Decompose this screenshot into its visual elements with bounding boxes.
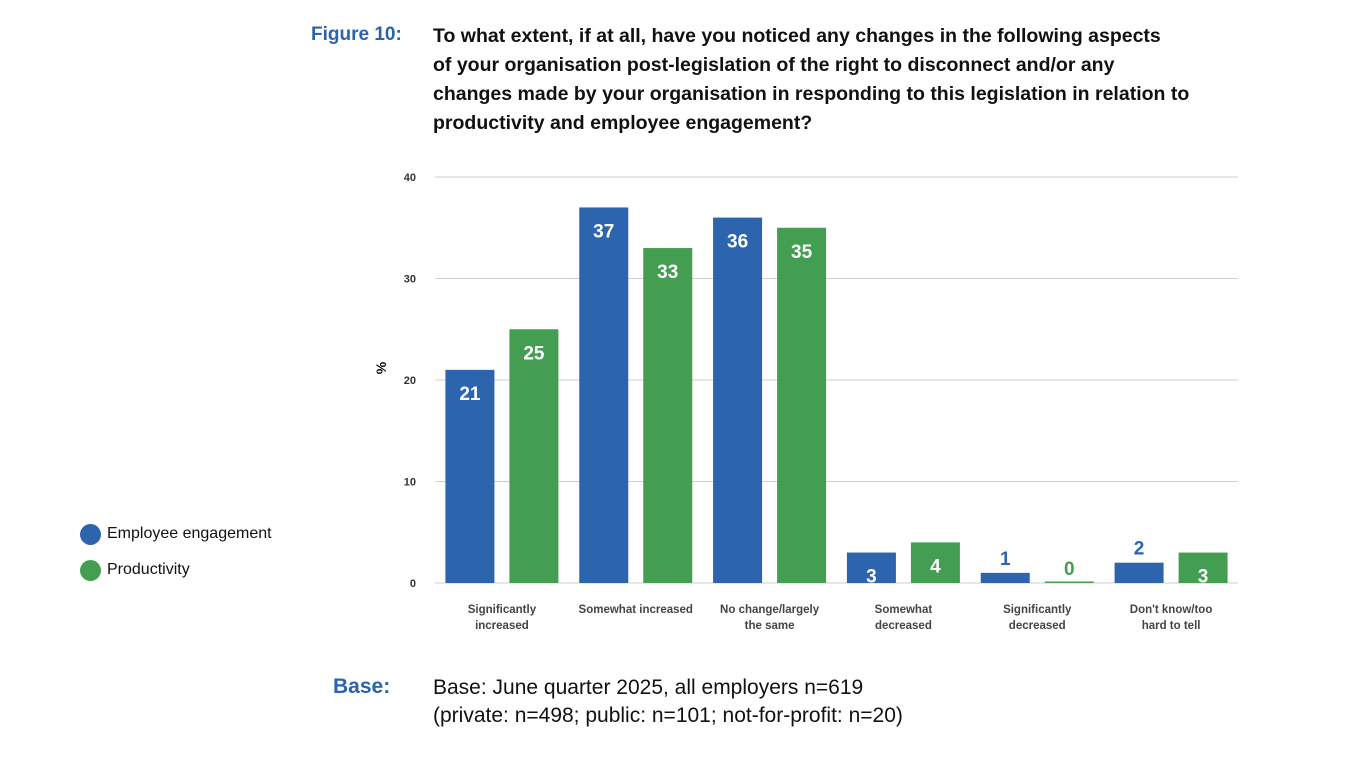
base-line: Base: June quarter 2025, all employers n… [433, 676, 864, 699]
y-tick-label: 30 [404, 274, 416, 286]
x-tick-label: decreased [1009, 620, 1066, 632]
data-label: 4 [930, 556, 941, 577]
y-tick-label: 0 [410, 578, 416, 590]
data-label: 37 [593, 221, 614, 242]
data-label: 3 [1198, 567, 1209, 588]
data-label: 33 [657, 262, 678, 283]
legend-swatch [80, 523, 101, 545]
y-tick-label: 20 [404, 375, 416, 387]
x-tick-label: Don't know/too [1130, 604, 1213, 616]
chart-legend: Employee engagement Productivity [80, 523, 272, 595]
x-tick-label: Somewhat [875, 604, 933, 616]
bar-chart: 010203040%2125Significantlyincreased3733… [373, 172, 1238, 632]
bar [1044, 581, 1094, 583]
data-label: 3 [866, 567, 877, 588]
figure-title: To what extent, if at all, have you noti… [433, 22, 1243, 138]
data-label: 36 [727, 232, 748, 253]
figure-title-line: changes made by your organisation in res… [433, 83, 1190, 105]
x-tick-label: Significantly [468, 604, 537, 616]
legend-swatch [80, 559, 101, 581]
data-label: 2 [1134, 539, 1145, 560]
x-tick-label: Somewhat increased [579, 604, 693, 616]
bar [910, 542, 960, 583]
x-tick-label: the same [745, 620, 795, 632]
bar [713, 217, 763, 583]
bar [579, 207, 629, 583]
bar [1114, 562, 1164, 583]
y-tick-label: 40 [404, 172, 416, 184]
base-line: (private: n=498; public: n=101; not-for-… [433, 704, 903, 727]
y-axis-label: % [373, 361, 389, 374]
figure-title-line: of your organisation post-legislation of… [433, 54, 1115, 76]
figure-title-line: To what extent, if at all, have you noti… [433, 25, 1161, 47]
data-label: 1 [1000, 549, 1011, 570]
bar [777, 227, 827, 583]
bar [846, 552, 896, 583]
x-tick-label: decreased [875, 620, 932, 632]
bar [643, 248, 693, 584]
legend-label: Productivity [107, 561, 190, 578]
legend-label: Employee engagement [107, 525, 272, 542]
figure-label: Figure 10: [311, 24, 402, 45]
data-label: 35 [791, 242, 813, 263]
bar [509, 329, 559, 583]
figure-title-line: productivity and employee engagement? [433, 112, 813, 134]
legend-item-productivity: Productivity [80, 559, 272, 581]
data-label: 21 [459, 384, 481, 405]
data-label: 0 [1064, 559, 1075, 580]
legend-item-employee-engagement: Employee engagement [80, 523, 272, 545]
bar [1178, 552, 1228, 583]
x-tick-label: increased [475, 620, 529, 632]
y-tick-label: 10 [404, 477, 416, 489]
bar [445, 369, 495, 583]
x-tick-label: hard to tell [1142, 620, 1201, 632]
x-tick-label: Significantly [1003, 604, 1072, 616]
data-label: 25 [523, 343, 545, 364]
bar [980, 572, 1030, 583]
base-text: Base: June quarter 2025, all employers n… [433, 674, 903, 730]
base-label: Base: [333, 675, 391, 698]
x-tick-label: No change/largely [720, 604, 820, 616]
